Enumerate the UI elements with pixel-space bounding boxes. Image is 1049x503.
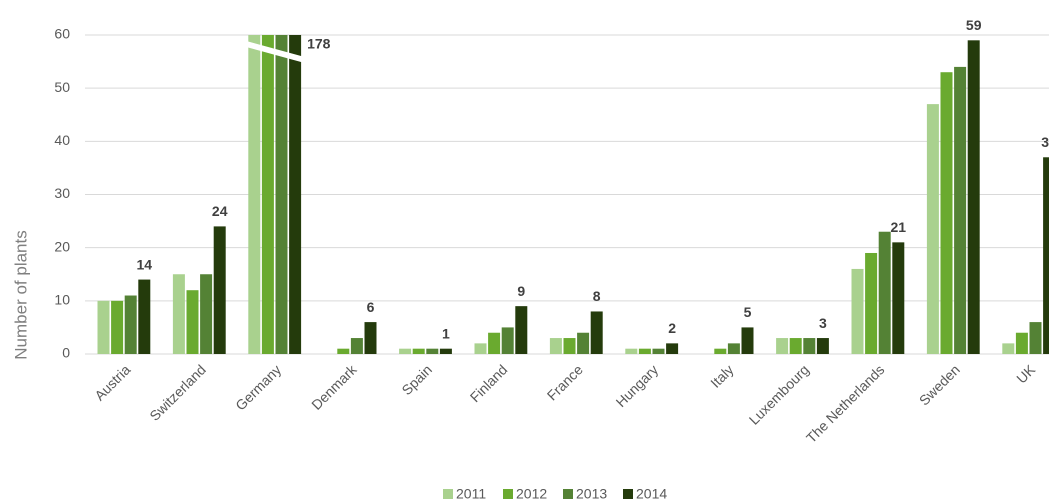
x-tick-label: Germany xyxy=(232,361,284,413)
bar xyxy=(138,279,151,354)
y-tick-label: 60 xyxy=(54,26,70,42)
bar xyxy=(878,231,891,354)
bar xyxy=(124,295,137,354)
bar xyxy=(652,348,665,354)
y-tick-label: 0 xyxy=(62,345,70,361)
x-tick-label: Finland xyxy=(467,361,511,405)
legend-label: 2014 xyxy=(636,486,667,502)
bar xyxy=(865,252,878,354)
bar xyxy=(926,104,939,354)
bar xyxy=(625,348,638,354)
bar xyxy=(275,35,288,354)
bar xyxy=(577,332,590,354)
bar xyxy=(816,338,829,354)
bar xyxy=(412,348,425,354)
data-label: 24 xyxy=(212,203,228,219)
data-label: 178 xyxy=(307,36,331,52)
bar xyxy=(1015,332,1028,354)
data-label: 2 xyxy=(668,320,676,336)
bar xyxy=(289,35,302,354)
y-tick-label: 20 xyxy=(54,238,70,254)
x-tick-label: Denmark xyxy=(308,361,360,413)
x-tick-label: Spain xyxy=(398,361,435,398)
bar xyxy=(399,348,412,354)
data-label: 14 xyxy=(137,256,153,272)
legend-swatch xyxy=(503,489,513,499)
legend-label: 2011 xyxy=(456,486,486,502)
legend-swatch xyxy=(623,489,633,499)
data-label: 3 xyxy=(819,315,827,331)
legend: 2011 2012 2013 2014 xyxy=(443,486,667,502)
axis-break xyxy=(246,41,305,63)
data-label: 37 xyxy=(1041,134,1049,150)
x-tick-label: Italy xyxy=(707,361,736,390)
bar xyxy=(666,343,679,354)
data-label: 1 xyxy=(442,325,450,341)
legend-label: 2012 xyxy=(516,486,547,502)
data-label: 8 xyxy=(593,288,601,304)
x-tick-label: UK xyxy=(1013,361,1039,387)
bar xyxy=(954,66,967,355)
bar xyxy=(350,338,363,354)
bar xyxy=(213,226,226,354)
x-tick-label: Luxembourg xyxy=(746,361,812,427)
bar xyxy=(789,338,802,354)
bar xyxy=(1002,343,1015,354)
data-label: 21 xyxy=(891,219,907,235)
bar xyxy=(426,348,439,354)
bar xyxy=(727,343,740,354)
x-tick-label: Sweden xyxy=(916,361,963,408)
bar xyxy=(97,300,110,354)
bar xyxy=(776,338,789,354)
y-tick-label: 40 xyxy=(54,132,70,148)
bar xyxy=(364,322,377,354)
legend-swatch xyxy=(443,489,453,499)
bar xyxy=(501,327,514,354)
bar xyxy=(172,274,185,354)
bar xyxy=(1029,322,1042,354)
x-tick-label: Hungary xyxy=(613,361,662,410)
legend-swatch xyxy=(563,489,573,499)
bar xyxy=(261,35,274,354)
x-tick-label: France xyxy=(544,361,586,403)
bar xyxy=(851,268,864,354)
bar xyxy=(186,290,199,354)
bar xyxy=(741,327,754,354)
bar xyxy=(248,35,261,354)
bar xyxy=(1043,157,1049,354)
bar xyxy=(337,348,350,354)
bar xyxy=(474,343,487,354)
bar xyxy=(940,72,953,354)
bar xyxy=(549,338,562,354)
y-tick-label: 50 xyxy=(54,79,70,95)
bar xyxy=(638,348,651,354)
bar xyxy=(590,311,603,354)
y-tick-label: 30 xyxy=(54,185,70,201)
x-tick-label: Austria xyxy=(91,361,133,403)
data-label: 6 xyxy=(367,299,375,315)
x-tick-label: Switzerland xyxy=(146,361,208,423)
data-label: 59 xyxy=(966,17,982,33)
bar xyxy=(892,242,905,354)
y-axis-title: Number of plants xyxy=(11,230,30,359)
data-label: 9 xyxy=(517,283,525,299)
bar xyxy=(111,300,124,354)
bar xyxy=(200,274,213,354)
legend-label: 2013 xyxy=(576,486,607,502)
data-label: 5 xyxy=(744,304,752,320)
bar xyxy=(488,332,501,354)
x-tick-label: The Netherlands xyxy=(803,361,888,446)
bar xyxy=(967,40,980,355)
y-tick-label: 10 xyxy=(54,292,70,308)
bar xyxy=(803,338,816,354)
bar xyxy=(515,306,528,354)
bar xyxy=(439,348,452,354)
bar xyxy=(714,348,727,354)
bar xyxy=(563,338,576,354)
